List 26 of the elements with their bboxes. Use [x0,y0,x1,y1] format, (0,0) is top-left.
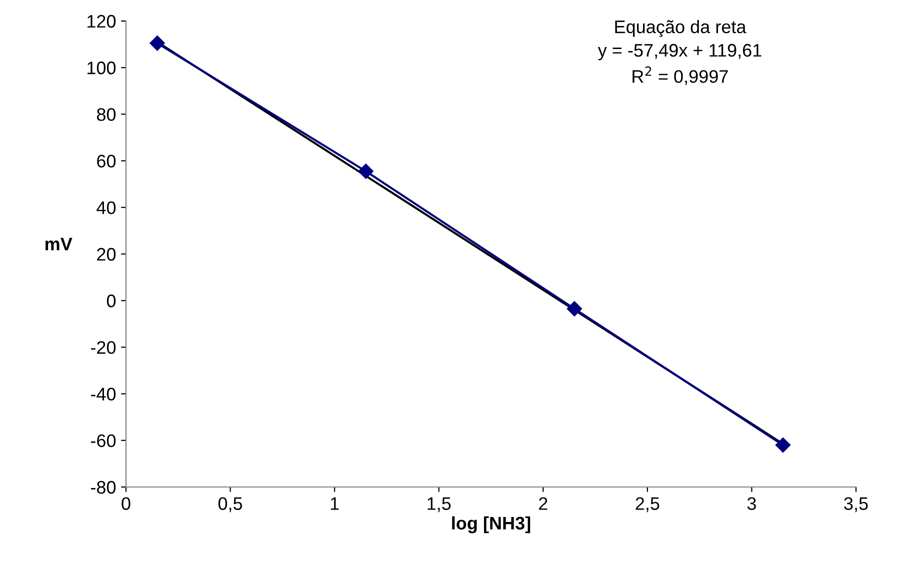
y-tick-label: 100 [88,62,116,74]
y-tick-label: 0 [106,294,116,308]
x-tick-label: 1,5 [428,497,451,512]
point [150,36,165,51]
y-axis-title: mV [46,238,72,250]
y-tick-label: -80 [90,480,116,494]
x-axis-title: log [NH3] [452,516,530,534]
y-tick-label: -40 [90,388,116,401]
y-tick-label: 60 [97,154,116,168]
y-tick-label: 120 [88,14,116,28]
annotation: Equação da reta y = -57,49x + 119,61 R$^{2}$ = 0,9997 [598,20,762,86]
y-tick-label: 20 [97,248,116,261]
point [775,437,791,453]
point [358,164,374,179]
y-tick-label: -20 [90,341,116,354]
x-tick-label: 2 [539,497,548,510]
x-tick-label: 1 [330,497,339,510]
point [566,301,582,316]
y-tick-label: 80 [96,108,116,121]
x-tick-label: 0 [122,497,130,510]
x-tick-label: 3 [747,497,756,510]
x-tick-label: 3,5 [844,497,868,512]
y-tick-label: -60 [90,434,116,448]
x-tick-label: 2,5 [636,497,660,512]
y-tick-label: 40 [96,201,116,214]
x-tick-label: 0,5 [218,497,242,512]
